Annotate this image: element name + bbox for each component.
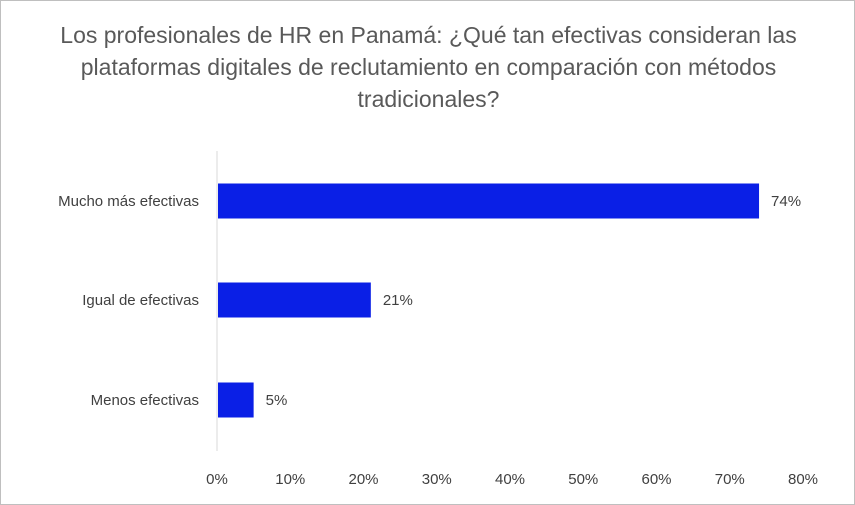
chart-title: Los profesionales de HR en Panamá: ¿Qué …: [60, 22, 797, 112]
x-tick-label: 10%: [275, 471, 305, 488]
data-label-mucho-mas-efectivas: 74%: [771, 193, 801, 210]
bar-igual-de-efectivas: [218, 282, 371, 318]
data-label-igual-de-efectivas: 21%: [383, 292, 413, 309]
bar-menos-efectivas: [218, 382, 254, 418]
x-tick-label: 0%: [206, 471, 228, 488]
x-tick-label: 30%: [422, 471, 452, 488]
x-tick-label: 60%: [641, 471, 671, 488]
x-tick-label: 80%: [788, 471, 818, 488]
x-tick-label: 40%: [495, 471, 525, 488]
x-tick-label: 20%: [348, 471, 378, 488]
category-label-mucho-mas-efectivas: Mucho más efectivas: [58, 193, 199, 210]
x-axis-ticks-group: 0% 10% 20% 30% 40% 50% 60% 70% 80%: [206, 471, 818, 488]
category-label-menos-efectivas: Menos efectivas: [91, 392, 199, 409]
bars-group: [218, 183, 760, 418]
bar-mucho-mas-efectivas: [218, 183, 760, 219]
category-label-igual-de-efectivas: Igual de efectivas: [82, 292, 199, 309]
x-tick-label: 50%: [568, 471, 598, 488]
data-labels-group: 74% 21% 5%: [266, 193, 801, 409]
category-labels-group: Mucho más efectivas Igual de efectivas Men…: [58, 193, 199, 409]
data-label-menos-efectivas: 5%: [266, 392, 288, 409]
x-tick-label: 70%: [715, 471, 745, 488]
